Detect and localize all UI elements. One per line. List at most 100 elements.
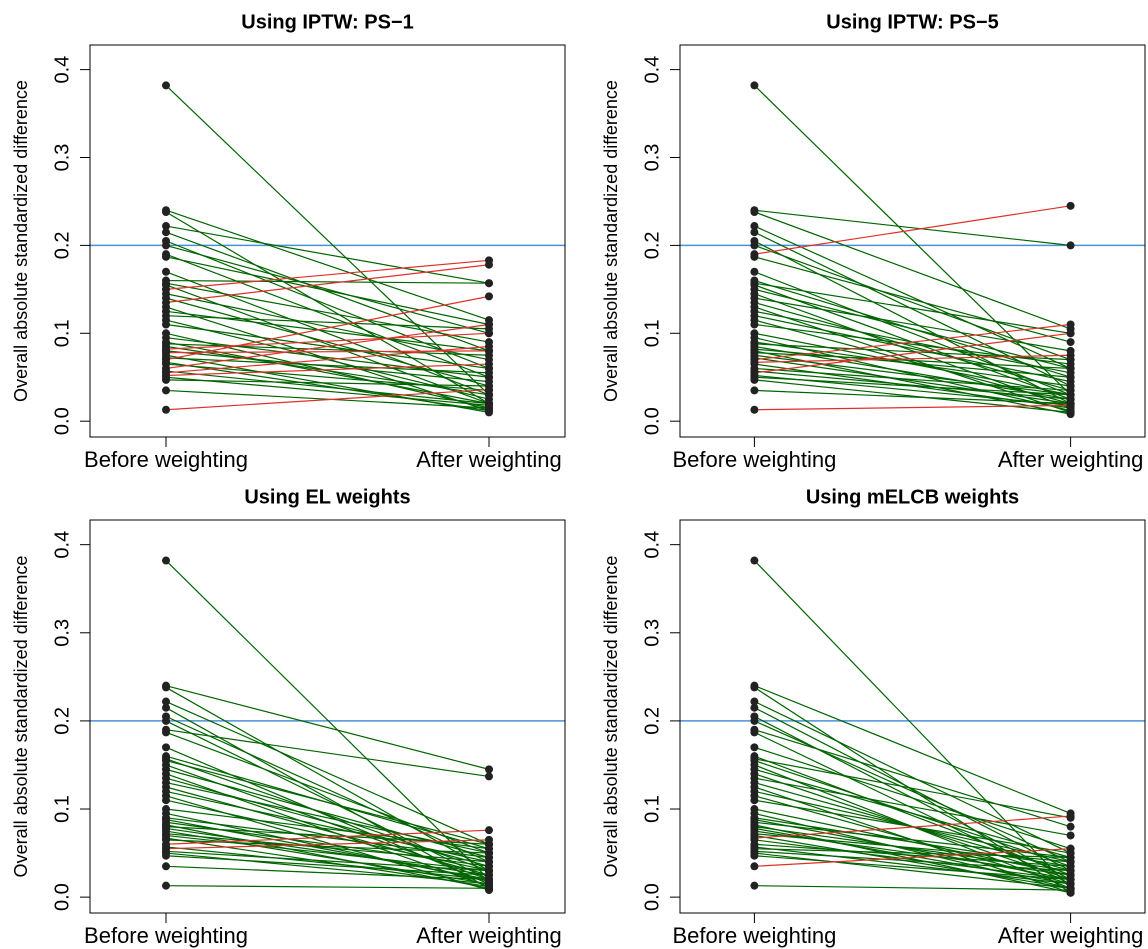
y-tick-label: 0.0 (641, 407, 663, 435)
slope-line (754, 777, 1071, 837)
slope-line (754, 209, 1071, 246)
slope-line (165, 560, 490, 880)
point (1066, 401, 1075, 410)
point (162, 881, 170, 890)
slope-line (165, 829, 490, 845)
point (485, 765, 493, 774)
y-tick-label: 0.0 (51, 407, 73, 435)
slope-line (165, 790, 490, 863)
point (750, 703, 759, 712)
slope-line (754, 323, 1071, 361)
slope-line (754, 834, 1071, 889)
point (162, 267, 170, 276)
slope-line (754, 256, 1071, 343)
slope-line (165, 231, 490, 352)
slope-line (754, 301, 1071, 391)
slope-line (165, 345, 490, 374)
point (1066, 853, 1075, 862)
slope-line (754, 240, 1071, 405)
slope-line (165, 337, 490, 378)
y-axis-label: Overall absolute standardized difference (11, 556, 31, 878)
point (162, 728, 170, 737)
point (485, 875, 493, 884)
point (750, 320, 759, 329)
y-tick-label: 0.3 (641, 144, 663, 172)
y-tick-label: 0.1 (641, 795, 663, 823)
slope-line (165, 768, 490, 859)
slope-line (754, 354, 1071, 396)
point (750, 851, 759, 860)
y-axis-label: Overall absolute standardized difference (601, 80, 621, 402)
y-tick-label: 0.3 (641, 619, 663, 647)
y-tick-label: 0.4 (641, 531, 663, 559)
point (485, 368, 493, 377)
slope-line (165, 297, 490, 387)
point (750, 556, 759, 565)
slope-line (165, 343, 490, 356)
point (750, 728, 759, 737)
point (162, 683, 170, 692)
slope-line (754, 848, 1071, 859)
y-tick-label: 0.0 (641, 883, 663, 911)
x-tick-label: Before weighting (84, 923, 248, 948)
slope-line (754, 855, 1071, 881)
slope-line (165, 388, 490, 411)
panel: Using EL weights Overall absolute standar… (11, 486, 566, 948)
point (750, 241, 759, 250)
point (1066, 822, 1075, 831)
y-tick-label: 0.2 (641, 231, 663, 259)
slope-line (165, 729, 490, 778)
slope-line (165, 850, 490, 872)
point (1066, 812, 1075, 821)
point (162, 743, 170, 752)
point (485, 260, 493, 269)
y-axis-label: Overall absolute standardized difference (601, 556, 621, 878)
slope-line (165, 746, 490, 885)
point (750, 697, 759, 706)
slope-line (754, 885, 1071, 891)
slope-line (754, 850, 1071, 872)
point (1066, 338, 1075, 347)
slope-line (165, 700, 490, 845)
slope-line (754, 758, 1071, 819)
slope-line (165, 855, 490, 876)
slope-line (753, 560, 1072, 889)
slope-line (165, 852, 490, 885)
y-tick-label: 0.3 (51, 619, 73, 647)
slope-line (754, 376, 1071, 396)
point (162, 375, 170, 384)
point (162, 716, 170, 725)
point (1066, 408, 1075, 417)
panel-title: Using IPTW: PS−5 (826, 11, 998, 33)
slope-line (165, 350, 490, 383)
plot-frame (679, 519, 1146, 914)
slope-line (165, 370, 490, 405)
slope-line (165, 839, 490, 850)
point (750, 881, 759, 890)
slope-line (754, 225, 1071, 369)
y-tick-label: 0.3 (51, 144, 73, 172)
x-tick-label: After weighting (416, 447, 562, 472)
point (750, 743, 759, 752)
point (485, 826, 493, 835)
y-tick-label: 0.4 (51, 531, 73, 559)
point (1066, 875, 1075, 884)
point (750, 207, 759, 216)
point (162, 81, 170, 90)
slope-line (754, 843, 1071, 867)
point (162, 241, 170, 250)
point (1066, 329, 1075, 338)
point (750, 796, 759, 805)
slope-line (165, 293, 490, 361)
slope-line (754, 288, 1071, 370)
slope-line (165, 279, 490, 284)
slope-line (165, 786, 490, 876)
point (1066, 831, 1075, 840)
slope-line (754, 833, 1071, 863)
point (485, 320, 493, 329)
slope-line (754, 815, 1071, 839)
slope-line (754, 341, 1071, 387)
point (162, 386, 170, 395)
slope-line (165, 759, 490, 845)
slope-line (754, 819, 1071, 881)
